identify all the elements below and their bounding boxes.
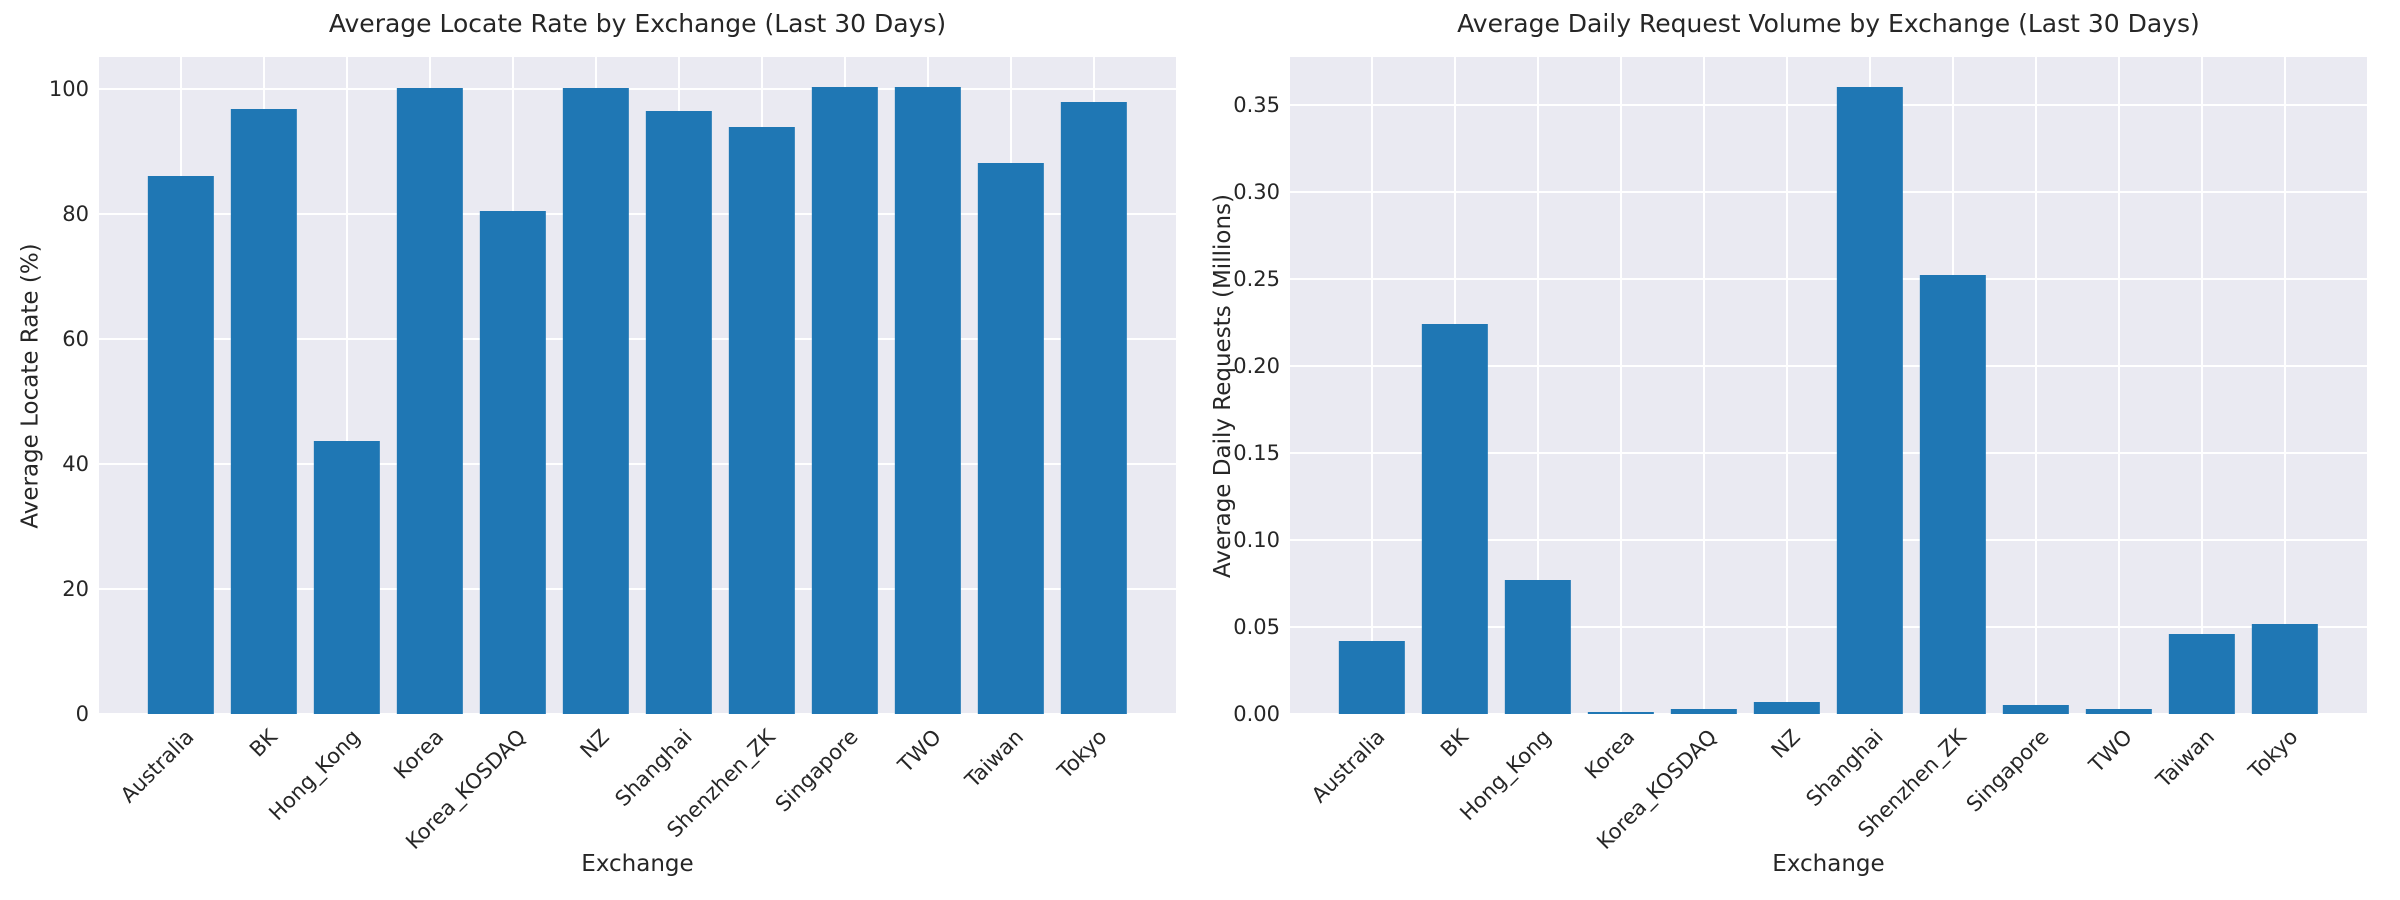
y-tick-label: 20 (62, 577, 89, 602)
y-tick-label: 40 (62, 452, 89, 477)
bar-taiwan (977, 162, 1045, 714)
y-tick-label: 100 (48, 77, 89, 102)
x-axis-ticks: Australia BK Hong_Kong Korea Korea_KOSDAQ NZ S… (99, 720, 1176, 860)
bar-nz (1753, 701, 1821, 714)
x-tick-label: Australia (116, 724, 199, 808)
bar-bk (1421, 324, 1489, 714)
v-gridline (1371, 57, 1374, 714)
bar-shanghai (1836, 87, 1904, 714)
h-gridline (1290, 364, 2367, 367)
x-axis-label: Exchange (1772, 851, 1885, 877)
x-tick-label: Shanghai (610, 724, 697, 812)
y-tick-label: 0.20 (1233, 353, 1280, 378)
h-gridline (1290, 103, 2367, 106)
bar-tokyo (2251, 623, 2319, 714)
y-axis-ticks: 0.00 0.05 0.10 0.15 0.20 0.25 0.30 0.35 (1200, 57, 1280, 726)
x-tick-label: Tokyo (1052, 724, 1112, 784)
v-gridline (1620, 57, 1623, 714)
y-tick-label: 0.00 (1233, 702, 1280, 726)
bar-two (894, 86, 962, 714)
bar-korea (1587, 712, 1655, 714)
y-tick-label: 0.15 (1233, 440, 1280, 465)
y-tick-label: 80 (62, 202, 89, 227)
chart-title: Average Locate Rate by Exchange (Last 30… (328, 9, 947, 38)
h-gridline (99, 588, 1176, 591)
plot-area (1290, 57, 2367, 715)
h-gridline (1290, 451, 2367, 454)
h-gridline (1290, 190, 2367, 193)
x-tick-label: BK (244, 724, 282, 762)
y-axis-ticks: 0 20 40 60 80 100 (0, 57, 89, 726)
bar-shenzhen_zk (1919, 275, 1987, 714)
v-gridline (2200, 57, 2203, 714)
bar-shenzhen_zk (728, 126, 796, 714)
x-axis-ticks: Australia BK Hong_Kong Korea Korea_KOSDAQ NZ S… (1290, 720, 2367, 860)
x-tick-label: TWO (893, 724, 946, 778)
x-tick-label: Taiwan (961, 724, 1029, 793)
y-tick-label: 0.25 (1233, 266, 1280, 291)
bar-korea (396, 87, 464, 714)
x-tick-label: Korea (388, 724, 448, 784)
v-gridline (1786, 57, 1788, 714)
x-tick-label: Shanghai (1801, 724, 1888, 812)
x-axis-label: Exchange (581, 851, 694, 877)
v-gridline (2117, 57, 2120, 714)
x-tick-label: Taiwan (2152, 724, 2220, 793)
bar-hong_kong (313, 441, 381, 714)
x-tick-label: Tokyo (2243, 724, 2303, 784)
locate-rate-chart: Average Locate Rate by Exchange (Last 30… (0, 9, 1176, 877)
bar-korea_kosdaq (479, 210, 547, 714)
h-gridline (1290, 713, 2367, 715)
y-tick-label: 60 (62, 327, 89, 352)
h-gridline (1290, 538, 2367, 541)
v-gridline (346, 57, 349, 714)
y-tick-label: 0.35 (1233, 92, 1280, 117)
x-tick-label: Singapore (770, 724, 863, 817)
x-tick-label: NZ (1766, 724, 1805, 763)
bar-shanghai (645, 111, 713, 714)
x-tick-label: Singapore (1961, 724, 2054, 817)
y-tick-label: 0 (75, 702, 89, 726)
x-tick-label: Korea (1579, 724, 1639, 784)
v-gridline (1703, 57, 1706, 714)
y-tick-label: 0.30 (1233, 179, 1280, 204)
bar-taiwan (2168, 633, 2236, 714)
bar-korea_kosdaq (1670, 708, 1738, 714)
x-tick-label: NZ (575, 724, 614, 763)
chart-title: Average Daily Request Volume by Exchange… (1457, 9, 2200, 38)
h-gridline (99, 338, 1176, 341)
y-tick-label: 0.10 (1233, 527, 1280, 552)
h-gridline (99, 213, 1176, 216)
request-volume-chart: Average Daily Request Volume by Exchange… (1200, 0, 2400, 900)
v-gridline (2283, 57, 2286, 714)
bar-hong_kong (1504, 580, 1572, 714)
bar-singapore (811, 86, 879, 714)
h-gridline (1290, 625, 2367, 628)
x-tick-label: Australia (1307, 724, 1390, 808)
bar-singapore (2002, 705, 2070, 714)
v-gridline (1537, 57, 1540, 714)
y-tick-label: 0.05 (1233, 614, 1280, 639)
bar-two (2085, 708, 2153, 714)
plot-area (99, 57, 1176, 715)
h-gridline (99, 713, 1176, 715)
x-tick-label: TWO (2084, 724, 2137, 778)
x-tick-label: BK (1435, 724, 1473, 762)
bar-australia (1338, 640, 1406, 714)
bar-bk (230, 108, 298, 714)
bar-australia (147, 175, 215, 714)
h-gridline (1290, 277, 2367, 280)
v-gridline (2034, 57, 2037, 714)
bar-tokyo (1060, 101, 1128, 714)
h-gridline (99, 463, 1176, 466)
bar-nz (562, 87, 630, 714)
h-gridline (99, 88, 1176, 91)
